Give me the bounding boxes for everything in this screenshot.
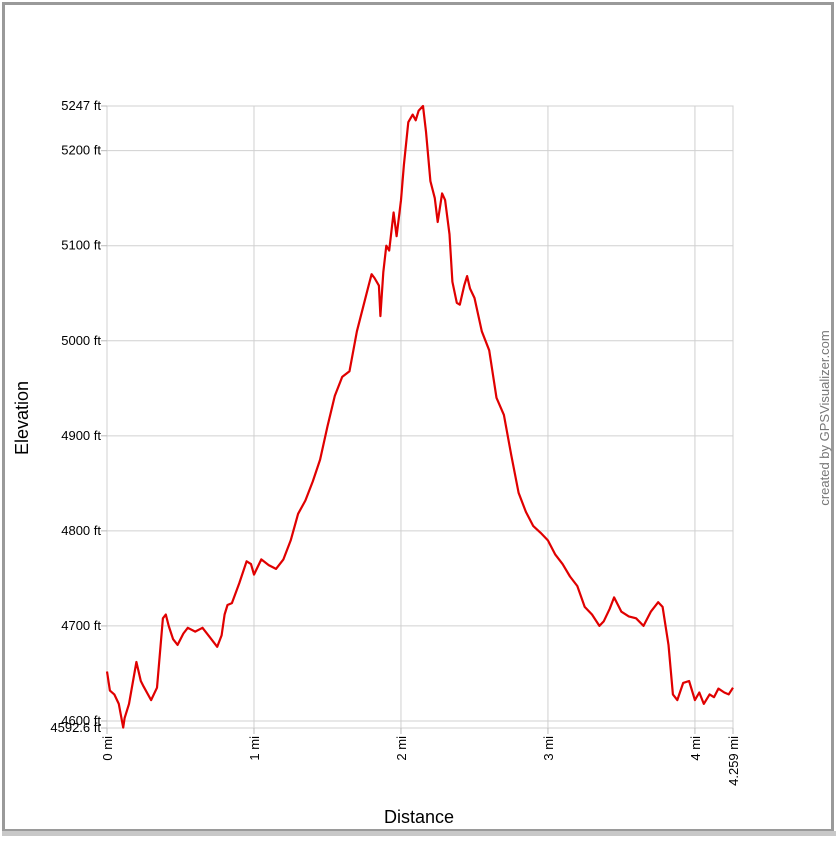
y-axis-title: Elevation <box>12 381 32 455</box>
x-tick-label: 0 mi <box>100 736 115 761</box>
x-tick-label: 1 mi <box>247 736 262 761</box>
x-tick-label: 3 mi <box>541 736 556 761</box>
y-tick-label: 5200 ft <box>61 143 101 158</box>
elevation-profile-line <box>105 104 734 729</box>
series-layer <box>105 104 734 729</box>
y-tick-label: 4600 ft <box>61 713 101 728</box>
y-tick-label: 5000 ft <box>61 333 101 348</box>
x-tick-label: 2 mi <box>394 736 409 761</box>
y-tick-label: 4700 ft <box>61 618 101 633</box>
credit-watermark: created by GPSVisualizer.com <box>817 330 832 505</box>
y-tick-label: 5247 ft <box>61 98 101 113</box>
x-tick-label: 4 mi <box>688 736 703 761</box>
x-tick-label: 4.259 mi <box>726 736 741 786</box>
grid-lines <box>106 105 734 729</box>
y-tick-label: 4800 ft <box>61 523 101 538</box>
y-tick-label: 4900 ft <box>61 428 101 443</box>
x-axis-title: Distance <box>384 807 454 827</box>
image-border-shadow <box>2 831 836 836</box>
y-tick-label: 5100 ft <box>61 238 101 253</box>
x-axis-ticks: 0 mi 1 mi 2 mi 3 mi 4 mi 4.259 mi <box>100 728 741 786</box>
y-tick-label: 4592.6 ft <box>50 720 101 735</box>
plot-area <box>106 105 734 729</box>
